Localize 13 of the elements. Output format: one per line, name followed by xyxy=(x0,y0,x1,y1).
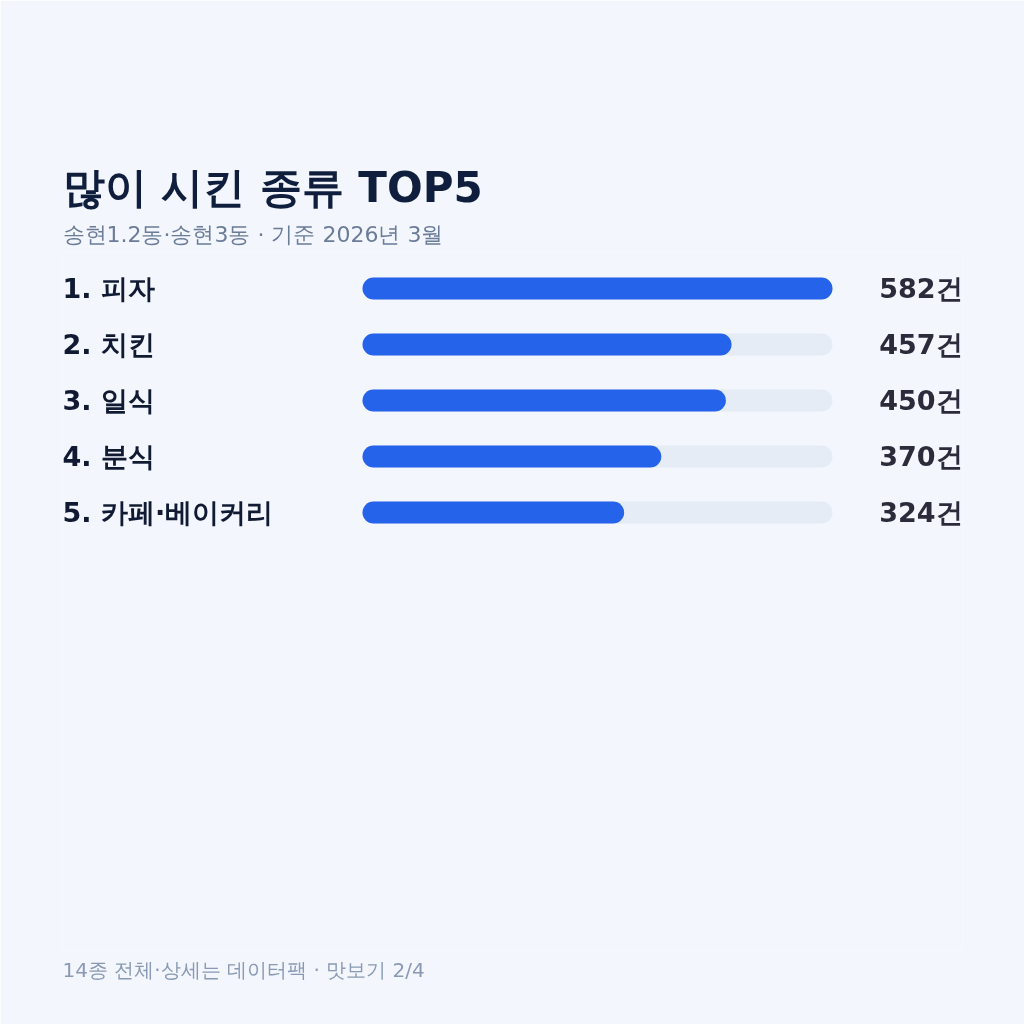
y-tick-label: 1. 피자 xyxy=(62,273,155,304)
text: 14종 전체·상세는 데이터팩 · 맛보기 2/4 xyxy=(62,957,425,982)
data-label: 457건 xyxy=(879,329,963,360)
y-tick-label: 3. 일식 xyxy=(62,385,155,416)
chart-title: 많이 시킨 종류 TOP5 xyxy=(62,162,483,212)
data-label: 370건 xyxy=(879,441,963,472)
y-tick-label: 5. 카페·베이커리 xyxy=(62,497,274,528)
chart-subtitle: 송현1.2동·송현3동 · 기준 2026년 3월 xyxy=(62,221,444,247)
data-label: 324건 xyxy=(879,497,963,528)
y-tick-label: 2. 치킨 xyxy=(62,329,155,360)
data-label: 450건 xyxy=(879,385,963,416)
data-label: 582건 xyxy=(879,273,963,304)
y-tick-label: 4. 분식 xyxy=(62,441,155,472)
